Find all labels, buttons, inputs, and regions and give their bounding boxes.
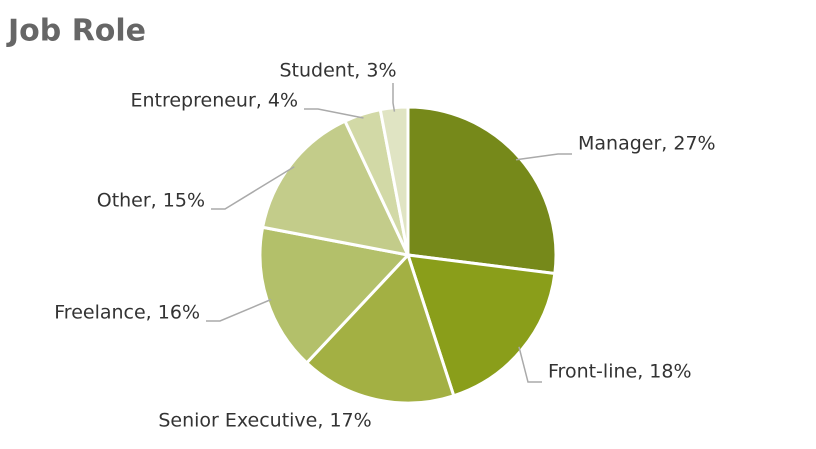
pie-slice <box>304 252 456 405</box>
leader-line <box>392 83 396 112</box>
leader-line <box>304 108 364 119</box>
pie-slice <box>260 119 411 258</box>
chart-title: Job Role <box>6 14 146 49</box>
data-label: Student, 3% <box>279 60 396 82</box>
pie-slice <box>405 253 557 398</box>
leader-line <box>518 346 542 383</box>
data-label: Manager, 27% <box>578 133 716 155</box>
data-label: Entrepreneur, 4% <box>130 90 298 112</box>
data-label: Other, 15% <box>97 190 205 212</box>
data-label: Front-line, 18% <box>548 361 692 383</box>
leader-line <box>515 153 572 161</box>
data-label: Senior Executive, 17% <box>158 410 371 432</box>
leader-line <box>211 166 295 210</box>
pie-slice <box>406 105 558 276</box>
data-label: Freelance, 16% <box>54 302 200 324</box>
leader-line <box>206 298 272 322</box>
